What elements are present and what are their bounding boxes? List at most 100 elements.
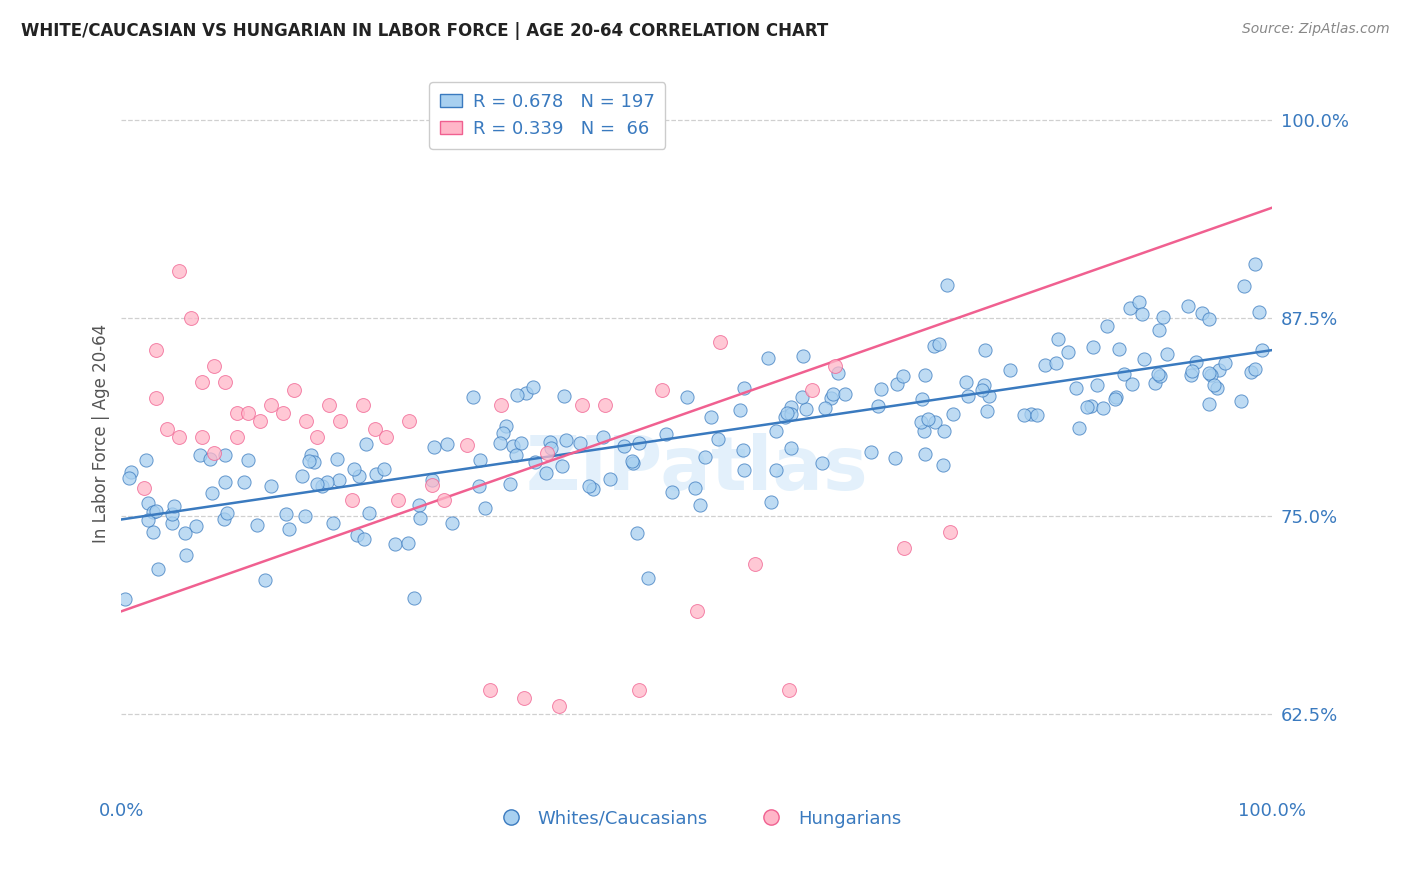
Point bbox=[821, 387, 844, 401]
Point bbox=[1198, 312, 1220, 326]
Point bbox=[363, 422, 385, 436]
Point bbox=[651, 383, 673, 397]
Point bbox=[1191, 306, 1213, 320]
Point bbox=[893, 541, 915, 555]
Point bbox=[328, 473, 350, 487]
Point bbox=[396, 535, 419, 549]
Y-axis label: In Labor Force | Age 20-64: In Labor Force | Age 20-64 bbox=[93, 324, 110, 542]
Point bbox=[621, 456, 644, 470]
Point bbox=[955, 375, 977, 389]
Point bbox=[932, 424, 955, 438]
Point bbox=[1249, 305, 1271, 319]
Point bbox=[676, 390, 699, 404]
Point bbox=[1014, 408, 1036, 422]
Point bbox=[928, 336, 950, 351]
Point bbox=[824, 359, 846, 373]
Point bbox=[1147, 323, 1170, 337]
Point bbox=[225, 406, 247, 420]
Point bbox=[699, 409, 721, 424]
Point bbox=[758, 351, 780, 365]
Point bbox=[1244, 362, 1267, 376]
Point bbox=[538, 434, 561, 449]
Point bbox=[1230, 393, 1253, 408]
Point bbox=[505, 448, 527, 462]
Point bbox=[352, 399, 374, 413]
Point bbox=[765, 463, 787, 477]
Point bbox=[811, 456, 834, 470]
Point bbox=[1205, 382, 1227, 396]
Point bbox=[398, 414, 420, 428]
Point bbox=[1083, 340, 1105, 354]
Point bbox=[1177, 299, 1199, 313]
Point bbox=[1033, 358, 1056, 372]
Point bbox=[489, 436, 512, 450]
Point bbox=[998, 363, 1021, 377]
Point bbox=[744, 557, 766, 571]
Point bbox=[506, 387, 529, 401]
Point bbox=[1180, 368, 1202, 382]
Point bbox=[304, 455, 326, 469]
Point bbox=[910, 415, 932, 429]
Point bbox=[271, 406, 294, 420]
Point bbox=[200, 451, 222, 466]
Point bbox=[936, 277, 959, 292]
Point bbox=[1130, 307, 1153, 321]
Point bbox=[232, 475, 254, 489]
Point bbox=[510, 436, 533, 450]
Point bbox=[891, 368, 914, 383]
Point bbox=[499, 477, 522, 491]
Point bbox=[375, 430, 398, 444]
Point bbox=[160, 507, 183, 521]
Point bbox=[138, 513, 160, 527]
Point bbox=[1045, 356, 1067, 370]
Point bbox=[384, 537, 406, 551]
Point bbox=[540, 441, 562, 455]
Point bbox=[661, 485, 683, 500]
Point bbox=[145, 391, 167, 405]
Point bbox=[142, 525, 165, 540]
Point bbox=[283, 383, 305, 397]
Point bbox=[156, 422, 179, 436]
Point bbox=[759, 495, 782, 509]
Point bbox=[868, 399, 890, 413]
Point bbox=[217, 506, 239, 520]
Point bbox=[366, 467, 388, 481]
Point bbox=[167, 264, 190, 278]
Point bbox=[536, 466, 558, 480]
Point bbox=[1112, 367, 1135, 381]
Point bbox=[1149, 368, 1171, 383]
Point bbox=[627, 436, 650, 450]
Point bbox=[693, 450, 716, 465]
Point bbox=[683, 482, 706, 496]
Point bbox=[468, 479, 491, 493]
Point bbox=[620, 454, 643, 468]
Point bbox=[274, 507, 297, 521]
Point bbox=[214, 475, 236, 489]
Point bbox=[173, 525, 195, 540]
Point bbox=[246, 517, 269, 532]
Point bbox=[146, 562, 169, 576]
Point bbox=[298, 454, 321, 468]
Point bbox=[436, 437, 458, 451]
Point bbox=[202, 446, 225, 460]
Point bbox=[1021, 407, 1043, 421]
Point bbox=[340, 493, 363, 508]
Point bbox=[626, 525, 648, 540]
Point bbox=[174, 548, 197, 562]
Point bbox=[592, 430, 614, 444]
Point bbox=[1128, 294, 1150, 309]
Point bbox=[212, 512, 235, 526]
Point bbox=[134, 481, 156, 495]
Point bbox=[569, 436, 592, 450]
Point bbox=[886, 377, 908, 392]
Point bbox=[792, 349, 814, 363]
Point bbox=[1233, 279, 1256, 293]
Point bbox=[315, 475, 337, 489]
Point bbox=[373, 462, 395, 476]
Point bbox=[593, 399, 616, 413]
Point bbox=[1091, 401, 1114, 416]
Point bbox=[402, 591, 425, 605]
Point bbox=[260, 399, 283, 413]
Point bbox=[1243, 257, 1265, 271]
Point bbox=[1108, 342, 1130, 356]
